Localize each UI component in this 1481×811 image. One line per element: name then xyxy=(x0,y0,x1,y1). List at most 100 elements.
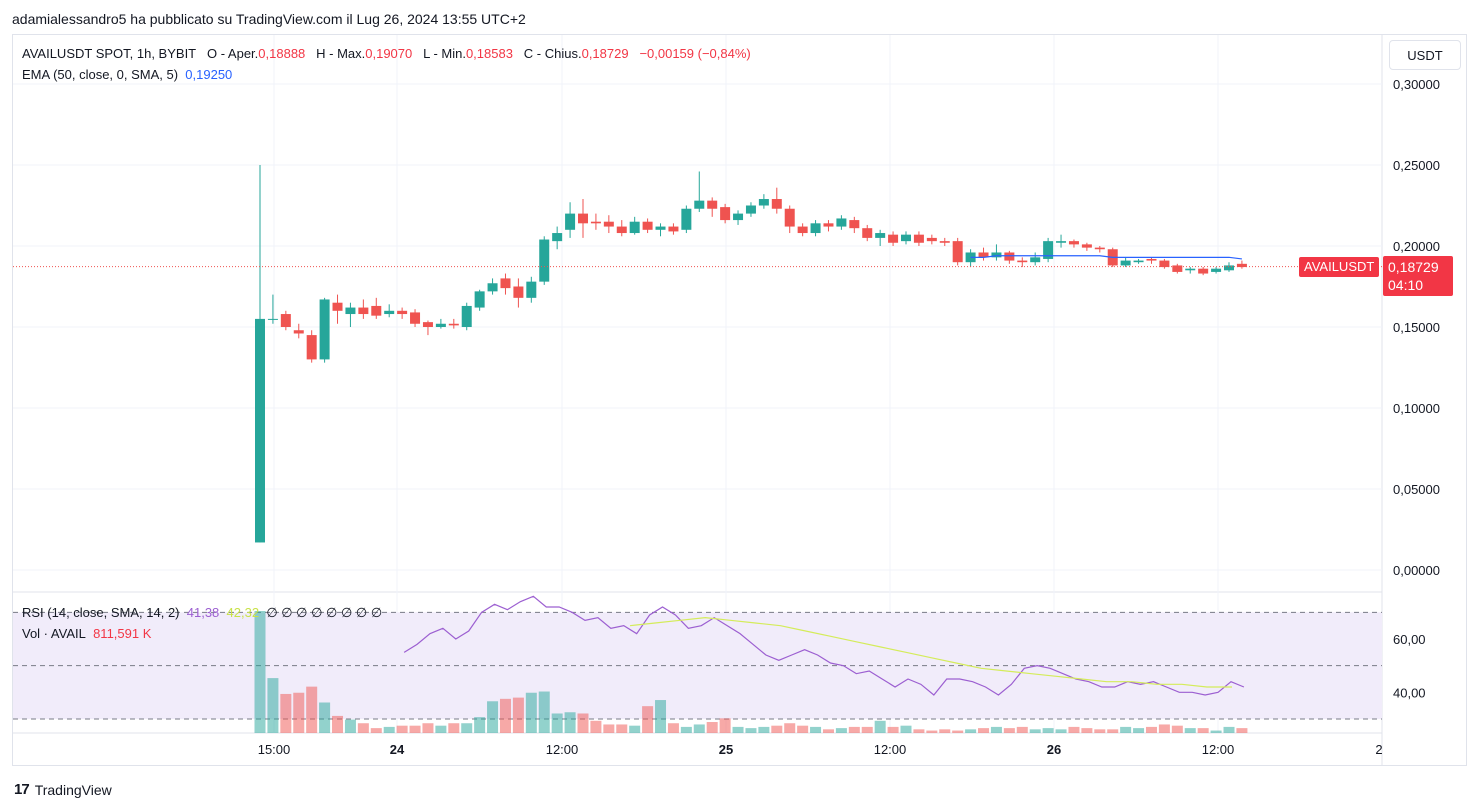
volume-bar xyxy=(344,719,356,733)
publish-caption: adamialessandro5 ha pubblicato su Tradin… xyxy=(12,11,526,27)
candle-body xyxy=(358,307,369,315)
footer-brand[interactable]: 17 TradingView xyxy=(14,781,112,798)
volume-bar xyxy=(396,725,408,733)
rsi-extra-values: ∅ ∅ ∅ ∅ ∅ ∅ ∅ ∅ xyxy=(266,605,383,620)
rsi-legend[interactable]: RSI (14, close, SMA, 14, 2) 41,38 42,32 … xyxy=(22,605,382,621)
candle-body xyxy=(293,330,304,334)
volume-bar xyxy=(1223,726,1235,733)
candle-body xyxy=(1068,241,1079,245)
candle-body xyxy=(926,237,937,242)
candle-body xyxy=(397,310,408,315)
volume-bar xyxy=(577,713,589,733)
candle-body xyxy=(255,318,265,543)
footer-brand-name: TradingView xyxy=(34,781,112,798)
rsi-ma-line xyxy=(629,617,1232,688)
candle-body xyxy=(810,223,821,234)
candle-body xyxy=(978,252,989,258)
volume-bar xyxy=(771,725,783,733)
volume-bar xyxy=(706,722,718,733)
currency-unit-button[interactable]: USDT xyxy=(1389,40,1461,70)
time-tick-label: 25 xyxy=(719,742,733,757)
price-tick-label: 0,25000 xyxy=(1393,158,1440,173)
volume-bar xyxy=(1158,724,1170,733)
volume-bar xyxy=(1171,725,1183,733)
volume-bar xyxy=(1042,728,1054,733)
open-value: 0,18888 xyxy=(258,46,306,61)
candle-body xyxy=(565,213,576,230)
volume-bar xyxy=(383,726,395,733)
volume-bar xyxy=(512,697,524,733)
volume-bar xyxy=(978,728,990,733)
candle-body xyxy=(823,223,834,227)
tradingview-logo-icon: 17 xyxy=(14,781,30,798)
candle-body xyxy=(875,233,886,238)
price-tick-label: 0,00000 xyxy=(1393,563,1440,578)
chart-frame xyxy=(12,34,1467,766)
volume-bar xyxy=(422,723,434,733)
candle-body xyxy=(991,252,1002,258)
volume-bar xyxy=(525,692,537,733)
volume-bar xyxy=(1145,726,1157,733)
candle-body xyxy=(797,226,808,234)
candle-body xyxy=(616,226,627,234)
time-tick-label: 12:00 xyxy=(874,742,907,757)
volume-bar xyxy=(551,713,563,733)
candle-body xyxy=(371,305,382,316)
symbol-label[interactable]: AVAILUSDT SPOT, 1h, BYBIT xyxy=(22,46,197,61)
volume-bar xyxy=(409,725,421,733)
volume-bar xyxy=(603,724,615,733)
volume-bar xyxy=(1120,726,1132,733)
rsi-label: RSI (14, close, SMA, 14, 2) xyxy=(22,605,180,620)
last-price-badge: 0,18729 04:10 xyxy=(1383,256,1453,296)
low-label: L - Min. xyxy=(423,46,466,61)
close-value: 0,18729 xyxy=(581,46,629,61)
low-value: 0,18583 xyxy=(465,46,513,61)
volume-bar xyxy=(939,729,951,733)
candle-body xyxy=(332,302,343,311)
price-tick-label: 0,05000 xyxy=(1393,482,1440,497)
candle-body xyxy=(1030,257,1041,263)
volume-bar xyxy=(267,678,279,733)
candle-body xyxy=(952,241,963,263)
volume-bar xyxy=(538,691,550,733)
price-tick-label: 0,30000 xyxy=(1393,77,1440,92)
candle-body xyxy=(1198,268,1209,274)
rsi-panel xyxy=(13,611,1382,720)
candle-body xyxy=(1159,260,1170,268)
candle-body xyxy=(1211,268,1222,272)
rsi-line xyxy=(403,595,1245,696)
candle-body xyxy=(280,314,291,327)
candle-body xyxy=(1120,260,1131,266)
volume-bar xyxy=(435,725,447,733)
volume-bar xyxy=(1055,729,1067,733)
candle-body xyxy=(410,312,421,324)
time-tick-label: 12:00 xyxy=(546,742,579,757)
candle-body xyxy=(733,213,744,221)
volume-bar xyxy=(810,726,822,733)
volume-bar xyxy=(990,726,1002,733)
candle-body xyxy=(539,239,550,282)
ema-line xyxy=(970,255,1242,260)
candle-body xyxy=(552,233,563,242)
overlays xyxy=(13,255,1382,696)
candle-body xyxy=(1094,247,1105,250)
ohlc-legend: AVAILUSDT SPOT, 1h, BYBIT O - Aper.0,188… xyxy=(22,46,751,61)
volume-bar xyxy=(1133,728,1145,733)
ema-legend[interactable]: EMA (50, close, 0, SMA, 5) 0,19250 xyxy=(22,67,232,82)
candle-body xyxy=(319,299,330,360)
change-value: −0,00159 (−0,84%) xyxy=(639,46,751,61)
volume-bar xyxy=(745,728,757,733)
volume-bar xyxy=(370,728,382,733)
candle-body xyxy=(1224,265,1234,271)
candle-body xyxy=(590,221,601,224)
candles xyxy=(255,165,1247,543)
volume-bar xyxy=(1081,728,1093,733)
candle-body xyxy=(707,200,718,209)
volume-legend[interactable]: Vol · AVAIL 811,591 K xyxy=(22,626,151,641)
volume-bar xyxy=(319,702,331,733)
candle-body xyxy=(720,207,731,221)
volume-bar xyxy=(1197,728,1209,733)
candle-body xyxy=(681,208,692,230)
volume-bar xyxy=(913,729,925,733)
